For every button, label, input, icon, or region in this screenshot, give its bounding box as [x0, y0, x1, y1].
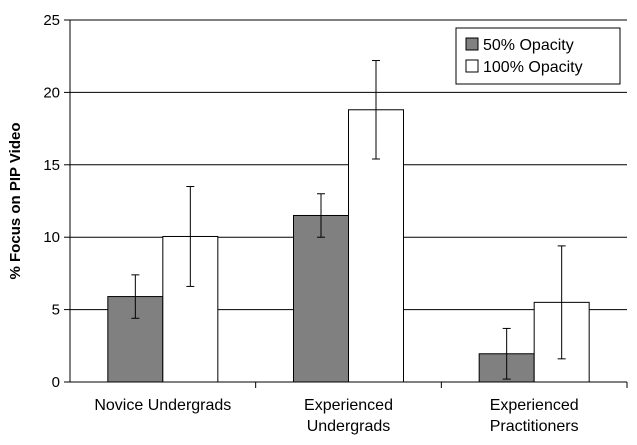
legend: 50% Opacity 100% Opacity	[455, 27, 621, 85]
x-category-labels: Novice Undergrads Experienced UndergradsEx…	[94, 397, 578, 435]
y-tick-label: 25	[43, 12, 60, 29]
y-tick-label: 15	[43, 157, 60, 174]
x-category-label: Experienced Practitioners	[490, 397, 579, 435]
bars	[107, 109, 590, 383]
legend-swatch	[465, 59, 479, 73]
axes	[64, 19, 628, 388]
legend-box	[455, 27, 621, 85]
legend-label: 50% Opacity	[483, 37, 574, 54]
x-category-label: Novice Undergrads	[94, 397, 231, 414]
x-category-label: Experienced Undergrads	[304, 397, 393, 435]
y-axis-title: % Focus on PIP Video	[7, 123, 24, 280]
y-tick-label: 5	[52, 302, 60, 319]
y-tick-label: 0	[52, 374, 60, 391]
y-tick-labels: 0 5 10 15 20 25	[43, 12, 60, 391]
legend-label: 100% Opacity	[483, 59, 583, 76]
error-bars	[131, 60, 566, 380]
y-tick-label: 20	[43, 84, 60, 101]
bar-opacity-50	[293, 214, 349, 383]
y-tick-label: 10	[43, 229, 60, 246]
x-category-label-line: Undergrads	[307, 418, 391, 435]
x-category-label-line: Experienced	[490, 397, 579, 414]
x-category-label-line: Practitioners	[490, 418, 579, 435]
x-category-label-line: Novice Undergrads	[94, 397, 231, 414]
legend-swatch	[465, 37, 479, 51]
x-category-label-line: Experienced	[304, 397, 393, 414]
